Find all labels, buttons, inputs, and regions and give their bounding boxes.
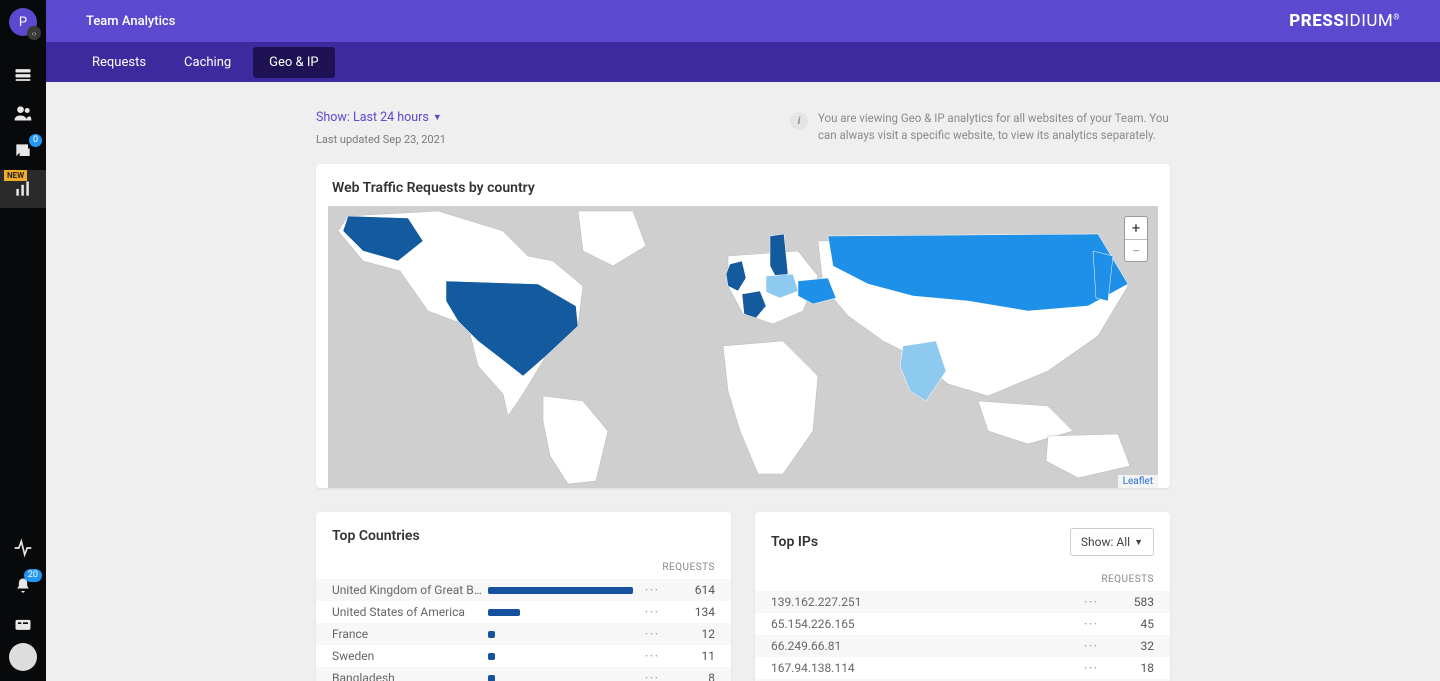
zoom-controls: + − <box>1124 216 1148 262</box>
team-icon <box>13 103 33 123</box>
request-count: 8 <box>665 671 715 681</box>
caret-down-icon: ▼ <box>433 112 442 123</box>
table-row: 139.162.227.251···583 <box>755 591 1170 613</box>
time-filter[interactable]: Show: Last 24 hours ▼ <box>316 110 446 125</box>
top-ips-title: Top IPs <box>771 534 818 550</box>
request-count: 583 <box>1104 595 1154 609</box>
request-count: 134 <box>665 605 715 619</box>
sites-icon <box>13 65 33 85</box>
avatar-letter: P <box>19 15 27 30</box>
map-title: Web Traffic Requests by country <box>316 164 1170 206</box>
tab-caching[interactable]: Caching <box>168 47 247 78</box>
tab-requests[interactable]: Requests <box>76 47 162 78</box>
ip-address: 65.154.226.165 <box>771 617 1078 631</box>
table-row: United States of America ···134 <box>316 601 731 623</box>
map-card: Web Traffic Requests by country <box>316 164 1170 488</box>
world-map[interactable]: + − Leaflet <box>328 206 1158 488</box>
content: Show: Last 24 hours ▼ Last updated Sep 2… <box>46 82 1440 681</box>
brand-logo: PRESSIDIUM® <box>1289 11 1400 31</box>
row-menu-button[interactable]: ··· <box>639 631 665 637</box>
row-menu-button[interactable]: ··· <box>639 675 665 681</box>
countries-list: United Kingdom of Great Bri…···614United… <box>316 579 731 681</box>
table-row: United Kingdom of Great Bri… ···614 <box>316 579 731 601</box>
row-menu-button[interactable]: ··· <box>639 587 665 593</box>
user-avatar[interactable] <box>9 643 37 671</box>
tab-geo-ip[interactable]: Geo & IP <box>253 47 334 78</box>
brand-bold: PRESS <box>1289 11 1344 31</box>
country-name: United States of America <box>332 605 482 619</box>
table-row: Sweden ···11 <box>316 645 731 667</box>
top-countries-card: Top Countries REQUESTS United Kingdom of… <box>316 512 731 681</box>
messages-badge: 0 <box>29 134 42 147</box>
top-countries-title: Top Countries <box>332 528 420 544</box>
sidebar-item-team[interactable] <box>0 94 46 132</box>
bar <box>488 609 520 616</box>
table-row: 167.94.138.114···18 <box>755 657 1170 679</box>
row-menu-button[interactable]: ··· <box>1078 621 1104 627</box>
row-menu-button[interactable]: ··· <box>639 653 665 659</box>
bar <box>488 675 495 681</box>
activity-icon <box>13 538 33 558</box>
sidebar-item-notifications[interactable]: 20 <box>0 567 46 605</box>
request-count: 32 <box>1104 639 1154 653</box>
team-avatar[interactable]: P <box>9 8 37 36</box>
show-all-label: Show: All <box>1081 535 1130 549</box>
ip-address: 139.162.227.251 <box>771 595 1078 609</box>
countries-header: REQUESTS <box>655 562 715 573</box>
row-menu-button[interactable]: ··· <box>639 609 665 615</box>
sidebar-item-analytics[interactable]: NEW <box>0 170 46 208</box>
support-icon <box>13 614 33 634</box>
info-icon: i <box>790 112 808 130</box>
country-name: United Kingdom of Great Bri… <box>332 583 482 597</box>
country-name: France <box>332 627 482 641</box>
bar <box>488 631 495 638</box>
country-name: Sweden <box>332 649 482 663</box>
page-title: Team Analytics <box>86 14 175 29</box>
country-name: Bangladesh <box>332 671 482 681</box>
time-filter-label: Show: Last 24 hours <box>316 110 429 125</box>
show-all-button[interactable]: Show: All ▼ <box>1070 528 1154 556</box>
sidebar-item-activity[interactable] <box>0 529 46 567</box>
sidebar-item-support[interactable] <box>0 605 46 643</box>
sidebar-item-sites[interactable] <box>0 56 46 94</box>
table-row: France ···12 <box>316 623 731 645</box>
brand-light: IDIUM <box>1344 11 1393 31</box>
map-svg <box>328 206 1158 488</box>
zoom-out-button[interactable]: − <box>1125 239 1147 261</box>
request-count: 45 <box>1104 617 1154 631</box>
table-row: 66.249.66.81···32 <box>755 635 1170 657</box>
ip-address: 66.249.66.81 <box>771 639 1078 653</box>
top-ips-card: Top IPs Show: All ▼ REQUESTS 139.162.227… <box>755 512 1170 681</box>
tabs: RequestsCachingGeo & IP <box>46 42 1440 82</box>
request-count: 614 <box>665 583 715 597</box>
notif-badge: 20 <box>24 569 42 582</box>
row-menu-button[interactable]: ··· <box>1078 643 1104 649</box>
bar <box>488 653 495 660</box>
ips-header: REQUESTS <box>1094 574 1154 585</box>
request-count: 18 <box>1104 661 1154 675</box>
caret-down-icon: ▼ <box>1134 537 1143 548</box>
bar <box>488 587 633 594</box>
topbar: Team Analytics PRESSIDIUM® <box>46 0 1440 42</box>
table-row: Bangladesh ···8 <box>316 667 731 681</box>
ip-address: 167.94.138.114 <box>771 661 1078 675</box>
ips-list: 139.162.227.251···58365.154.226.165···45… <box>755 591 1170 681</box>
request-count: 12 <box>665 627 715 641</box>
analytics-icon <box>13 179 33 199</box>
sidebar-item-messages[interactable]: 0 <box>0 132 46 170</box>
info-text: You are viewing Geo & IP analytics for a… <box>818 110 1170 143</box>
row-menu-button[interactable]: ··· <box>1078 665 1104 671</box>
zoom-in-button[interactable]: + <box>1125 217 1147 239</box>
left-rail: P 0 NEW 20 <box>0 0 46 681</box>
row-menu-button[interactable]: ··· <box>1078 599 1104 605</box>
info-banner: i You are viewing Geo & IP analytics for… <box>790 110 1170 143</box>
map-attribution[interactable]: Leaflet <box>1118 475 1158 488</box>
request-count: 11 <box>665 649 715 663</box>
new-badge: NEW <box>4 170 27 181</box>
table-row: 65.154.226.165···45 <box>755 613 1170 635</box>
last-updated: Last updated Sep 23, 2021 <box>316 133 446 146</box>
